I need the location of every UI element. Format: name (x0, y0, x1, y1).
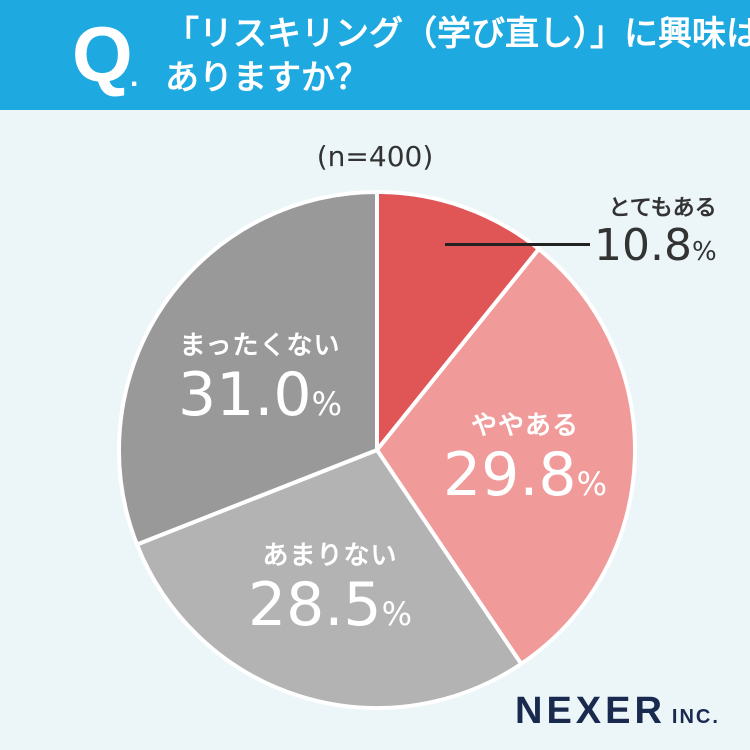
question-text: 「リスキリング（学び直し）」に興味は ありますか？ (165, 12, 750, 100)
slice-value: 10.8% (594, 220, 717, 271)
sample-size: (n=400) (316, 140, 434, 173)
logo-suffix: INC. (671, 706, 720, 728)
slice-name: まったくない (179, 331, 341, 361)
question-q-mark: Q (72, 10, 133, 98)
logo-main: NEXER (515, 690, 666, 732)
slice-mattaku-nai (117, 190, 379, 547)
slice-name: とてもある (608, 196, 717, 221)
slice-label-yaya-aru: ややある 29.8% (430, 405, 620, 517)
slice-label-amari-nai: あまりない 28.5% (235, 535, 425, 647)
question-banner: Q . 「リスキリング（学び直し）」に興味は ありますか？ (0, 0, 750, 110)
leader-line (445, 243, 590, 246)
slice-amari-nai (134, 448, 524, 710)
slice-value: 31.0% (178, 360, 342, 430)
question-line-2: ありますか？ (165, 58, 369, 98)
nexer-logo: NEXER INC. (515, 690, 720, 733)
question-q-dot: . (130, 60, 139, 93)
slice-value: 29.8% (443, 440, 607, 510)
slice-yaya-aru (375, 247, 637, 666)
slice-totemo-aru (375, 190, 541, 452)
slice-value: 28.5% (248, 570, 412, 640)
slice-name: あまりない (262, 541, 398, 571)
slice-label-mattaku-nai: まったくない 31.0% (160, 325, 360, 437)
question-line-1: 「リスキリング（学び直し）」に興味は (165, 14, 750, 54)
slice-name: ややある (470, 411, 579, 441)
slice-label-totemo-aru: とてもある 10.8% (594, 190, 717, 276)
